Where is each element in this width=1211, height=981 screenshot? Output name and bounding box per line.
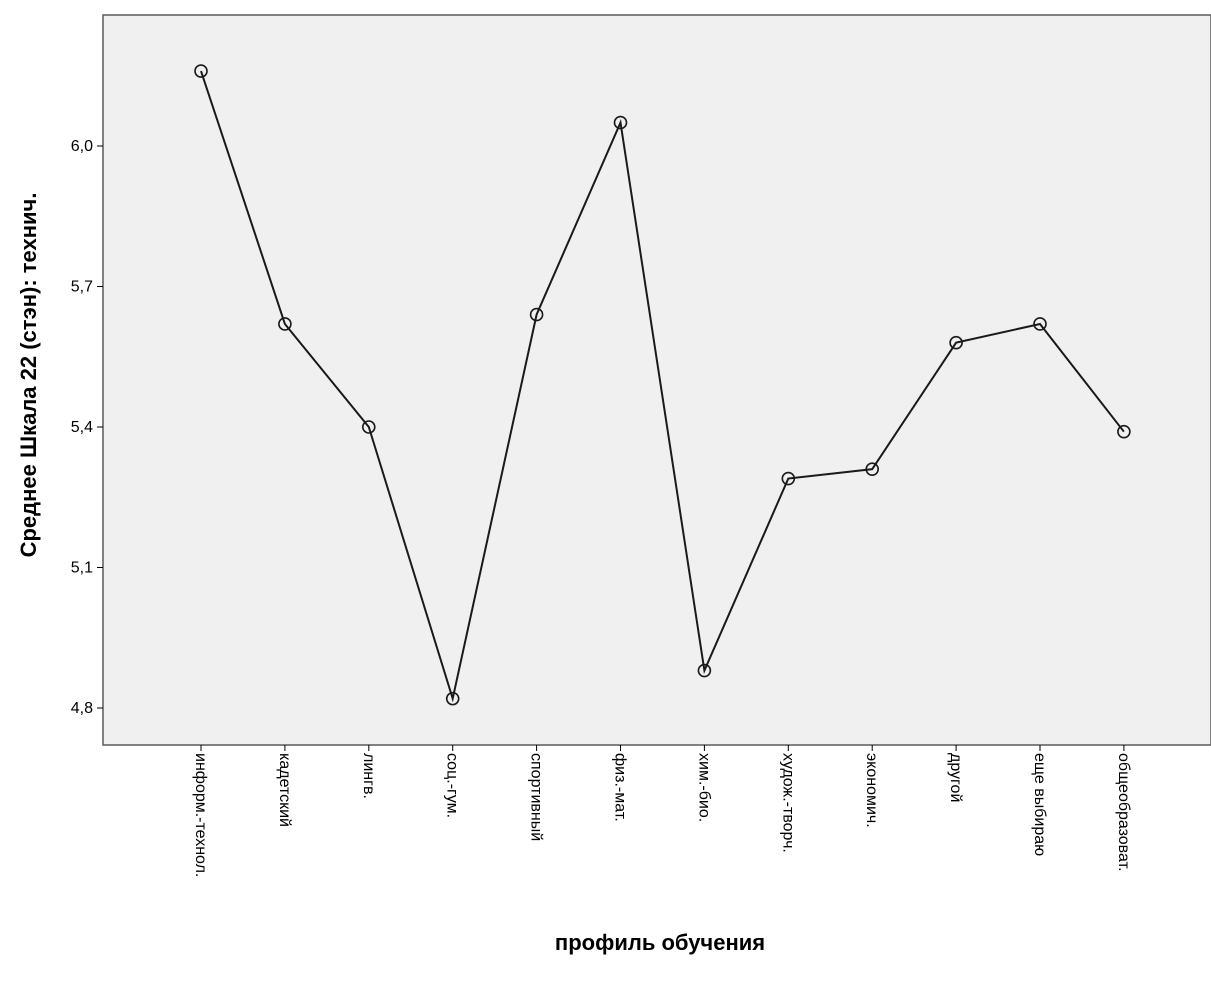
y-tick-label: 5,7 <box>71 279 93 296</box>
data-points <box>194 64 1131 706</box>
data-point <box>781 471 796 486</box>
x-tick-label: экономич. <box>863 753 880 828</box>
x-tick-label: спортивный <box>528 753 545 841</box>
data-point <box>445 691 460 706</box>
data-point <box>1033 317 1047 331</box>
x-tick-label: кадетский <box>276 753 293 827</box>
x-tick-label: еще выбираю <box>1031 753 1048 856</box>
data-point <box>361 420 376 434</box>
y-tick-label: 5,4 <box>71 419 93 436</box>
x-tick-label: общеобразоват. <box>1115 753 1132 872</box>
y-tick-label: 5,1 <box>71 560 93 577</box>
x-tick-label: информ.-технол. <box>192 753 209 877</box>
series-line <box>200 70 1125 703</box>
y-tick-label: 4,8 <box>71 700 93 717</box>
data-point <box>529 307 544 322</box>
y-tick-label: 6,0 <box>71 138 93 155</box>
data-point <box>949 335 963 350</box>
x-tick-label: худож.-творч. <box>779 753 796 853</box>
y-axis: 4,8 5,1 5,4 5,7 6,0 <box>71 138 103 717</box>
data-point <box>613 115 628 130</box>
data-point <box>194 64 208 78</box>
data-point <box>865 462 880 476</box>
y-axis-title: Среднее Шкала 22 (стэн): технич. <box>16 193 41 558</box>
x-tick-label: хим.-био. <box>695 753 712 822</box>
x-tick-label: физ.-мат. <box>612 753 629 822</box>
x-axis: информ.-технол. кадетский лингв. соц.-гум. с… <box>192 745 1132 877</box>
data-point <box>1117 424 1131 439</box>
data-point <box>278 317 292 331</box>
x-tick-label: другой <box>947 753 964 802</box>
x-axis-title: профиль обучения <box>555 930 765 955</box>
plot-area <box>102 14 1211 746</box>
data-point <box>697 663 712 678</box>
x-tick-label: лингв. <box>360 753 377 799</box>
x-tick-label: соц.-гум. <box>444 753 461 818</box>
